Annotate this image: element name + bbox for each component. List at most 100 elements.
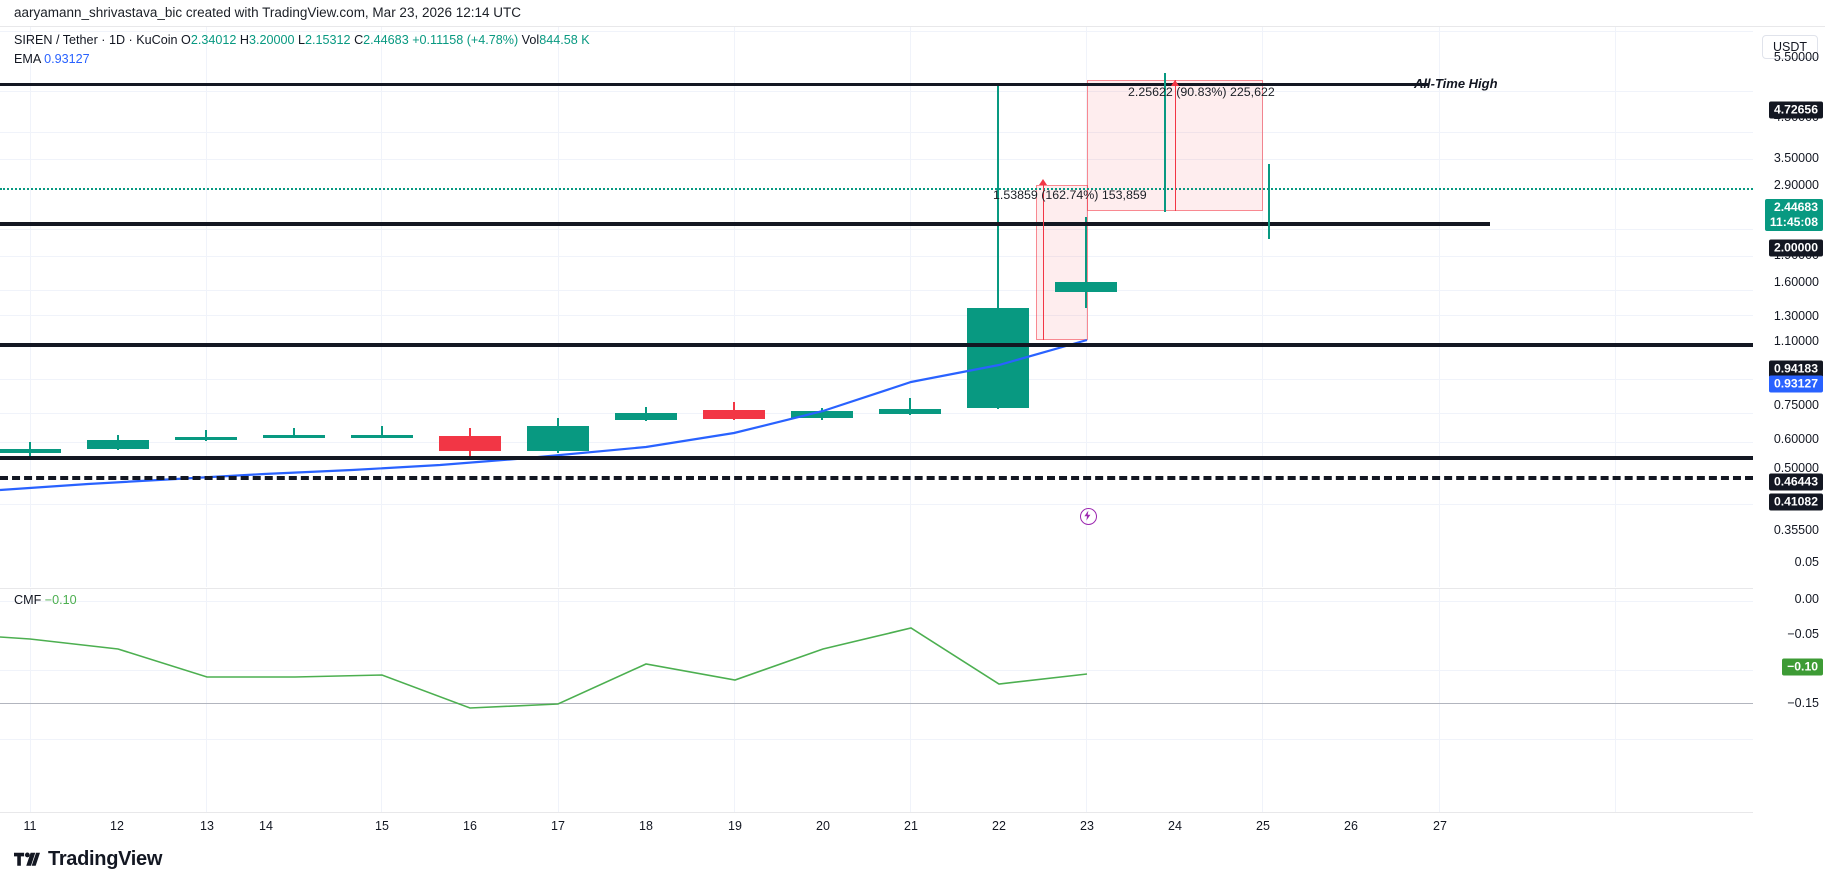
grid-line-vertical bbox=[910, 27, 911, 587]
cmf-line-series bbox=[0, 627, 1088, 709]
candle-body[interactable] bbox=[527, 425, 589, 452]
legend-high-label: H bbox=[239, 33, 249, 47]
cmf-pane[interactable]: CMF −0.10 bbox=[0, 588, 1753, 813]
current-price-value: 2.44683 bbox=[1773, 200, 1818, 214]
long-projection-arrow-icon bbox=[1039, 179, 1047, 185]
time-scale[interactable]: 11 12 13 14 15 16 17 18 19 20 21 22 23 24 25 26 27 bbox=[0, 812, 1753, 842]
grid-line-horizontal bbox=[0, 413, 1753, 414]
grid-line-vertical bbox=[1439, 27, 1440, 587]
time-scale-label: 11 bbox=[23, 819, 37, 833]
grid-line-vertical bbox=[381, 589, 382, 813]
short-projection-midline bbox=[1175, 80, 1176, 211]
all-time-high-label[interactable]: All-Time High bbox=[1414, 76, 1498, 91]
price-scale-tick: 1.60000 bbox=[1773, 275, 1819, 289]
price-scale-pill[interactable]: 0.41082 bbox=[1768, 493, 1823, 511]
grid-line-horizontal bbox=[0, 315, 1753, 316]
legend-symbol[interactable]: SIREN / Tether · 1D · KuCoin bbox=[14, 33, 178, 47]
tradingview-logo[interactable]: TradingView bbox=[14, 848, 162, 871]
price-scale-tick: 0.50000 bbox=[1773, 461, 1819, 475]
grid-line-horizontal bbox=[0, 504, 1753, 505]
legend-low-value: 2.15312 bbox=[305, 33, 351, 47]
chart-frame[interactable]: 2.25622 (90.83%) 225,622 1.53859 (162.74… bbox=[0, 26, 1825, 842]
price-pane[interactable]: 2.25622 (90.83%) 225,622 1.53859 (162.74… bbox=[0, 27, 1753, 587]
candle-body[interactable] bbox=[879, 409, 941, 414]
grid-line-horizontal bbox=[0, 256, 1753, 257]
grid-line-vertical bbox=[381, 27, 382, 587]
legend-change: +0.11158 (+4.78%) bbox=[412, 33, 519, 47]
candle-body[interactable] bbox=[263, 435, 325, 439]
candle-body[interactable] bbox=[791, 410, 853, 418]
price-scale-tick: 0.75000 bbox=[1773, 398, 1819, 412]
price-scale-tick: −0.05 bbox=[1787, 627, 1819, 641]
alert-lightning-icon[interactable] bbox=[1080, 508, 1097, 525]
time-scale-label: 20 bbox=[816, 819, 830, 833]
chart-legend[interactable]: SIREN / Tether · 1D · KuCoin O2.34012 H3… bbox=[14, 32, 590, 68]
candle-wick bbox=[381, 425, 383, 437]
candle-wick bbox=[293, 427, 295, 438]
candle-body[interactable] bbox=[351, 434, 413, 438]
candle-wick bbox=[909, 397, 911, 416]
candle-body[interactable] bbox=[703, 410, 765, 419]
time-scale-label: 21 bbox=[904, 819, 918, 833]
grid-line-horizontal bbox=[0, 670, 1753, 671]
time-scale-label: 16 bbox=[463, 819, 477, 833]
projection-anchor-right[interactable] bbox=[1268, 164, 1270, 239]
legend-ema-label[interactable]: EMA bbox=[14, 52, 41, 66]
grid-line-vertical bbox=[206, 589, 207, 813]
time-scale-label: 18 bbox=[639, 819, 653, 833]
all-time-high-line[interactable] bbox=[0, 83, 1429, 86]
price-scale-pill[interactable]: 0.94183 bbox=[1768, 360, 1823, 378]
long-projection-label: 1.53859 (162.74%) 153,859 bbox=[993, 188, 1147, 202]
price-scale-pill[interactable]: 4.72656 bbox=[1768, 101, 1823, 119]
cmf-legend-name[interactable]: CMF bbox=[14, 593, 42, 607]
grid-line-vertical bbox=[1262, 27, 1263, 587]
grid-line-vertical bbox=[206, 27, 207, 587]
time-scale-label: 19 bbox=[728, 819, 742, 833]
attribution-bar: aaryamann_shrivastava_bic created with T… bbox=[0, 0, 1825, 26]
time-scale-label: 23 bbox=[1080, 819, 1094, 833]
ema-line bbox=[0, 338, 1088, 492]
candle-body[interactable] bbox=[0, 449, 61, 453]
candle-body[interactable] bbox=[1055, 282, 1117, 292]
short-projection-arrow-icon bbox=[1171, 80, 1179, 86]
price-scale-tick: 0.60000 bbox=[1773, 432, 1819, 446]
grid-line-horizontal bbox=[0, 739, 1753, 740]
time-scale-label: 24 bbox=[1168, 819, 1182, 833]
legend-close-label: C bbox=[354, 33, 364, 47]
long-projection-box[interactable] bbox=[1036, 185, 1088, 340]
time-scale-label: 27 bbox=[1433, 819, 1447, 833]
price-scale-pill[interactable]: 0.46443 bbox=[1768, 473, 1823, 491]
time-scale-label: 26 bbox=[1344, 819, 1358, 833]
candle-body[interactable] bbox=[87, 439, 149, 450]
legend-ema-value: 0.93127 bbox=[44, 52, 90, 66]
price-scale-tick: −0.15 bbox=[1787, 696, 1819, 710]
support-line-041-dashed[interactable] bbox=[0, 476, 1753, 480]
legend-open-value: 2.34012 bbox=[190, 33, 237, 47]
cmf-legend[interactable]: CMF −0.10 bbox=[14, 593, 77, 607]
resistance-line-2[interactable] bbox=[0, 222, 1490, 226]
grid-line-horizontal bbox=[0, 132, 1753, 133]
candle-body[interactable] bbox=[439, 436, 501, 452]
projection-anchor-left[interactable] bbox=[1164, 73, 1166, 212]
currency-badge[interactable]: USDT bbox=[1762, 35, 1818, 59]
price-scale-pill[interactable]: 2.00000 bbox=[1768, 239, 1823, 257]
grid-line-horizontal bbox=[0, 159, 1753, 160]
grid-line-horizontal bbox=[0, 31, 1753, 32]
price-scale-tick: 5.50000 bbox=[1773, 50, 1819, 64]
current-price-pill[interactable]: 2.44683 11:45:08 bbox=[1764, 199, 1823, 231]
price-scale[interactable]: USDT 5.500004.500003.500002.900001.90000… bbox=[1753, 27, 1825, 841]
support-line-046[interactable] bbox=[0, 456, 1753, 460]
short-projection-label: 2.25622 (90.83%) 225,622 bbox=[1128, 85, 1275, 99]
grid-line-horizontal bbox=[0, 379, 1753, 380]
grid-line-vertical bbox=[1615, 27, 1616, 587]
price-scale-pill[interactable]: −0.10 bbox=[1782, 658, 1823, 676]
candle-body[interactable] bbox=[615, 412, 677, 420]
grid-line-vertical bbox=[1439, 589, 1440, 813]
time-scale-label: 14 bbox=[259, 819, 273, 833]
candle-body[interactable] bbox=[175, 437, 237, 441]
candle-wick bbox=[205, 430, 207, 441]
time-scale-label: 17 bbox=[551, 819, 565, 833]
price-scale-pill[interactable]: 0.93127 bbox=[1768, 375, 1823, 393]
grid-line-vertical bbox=[558, 27, 559, 587]
support-line-094[interactable] bbox=[0, 343, 1753, 347]
